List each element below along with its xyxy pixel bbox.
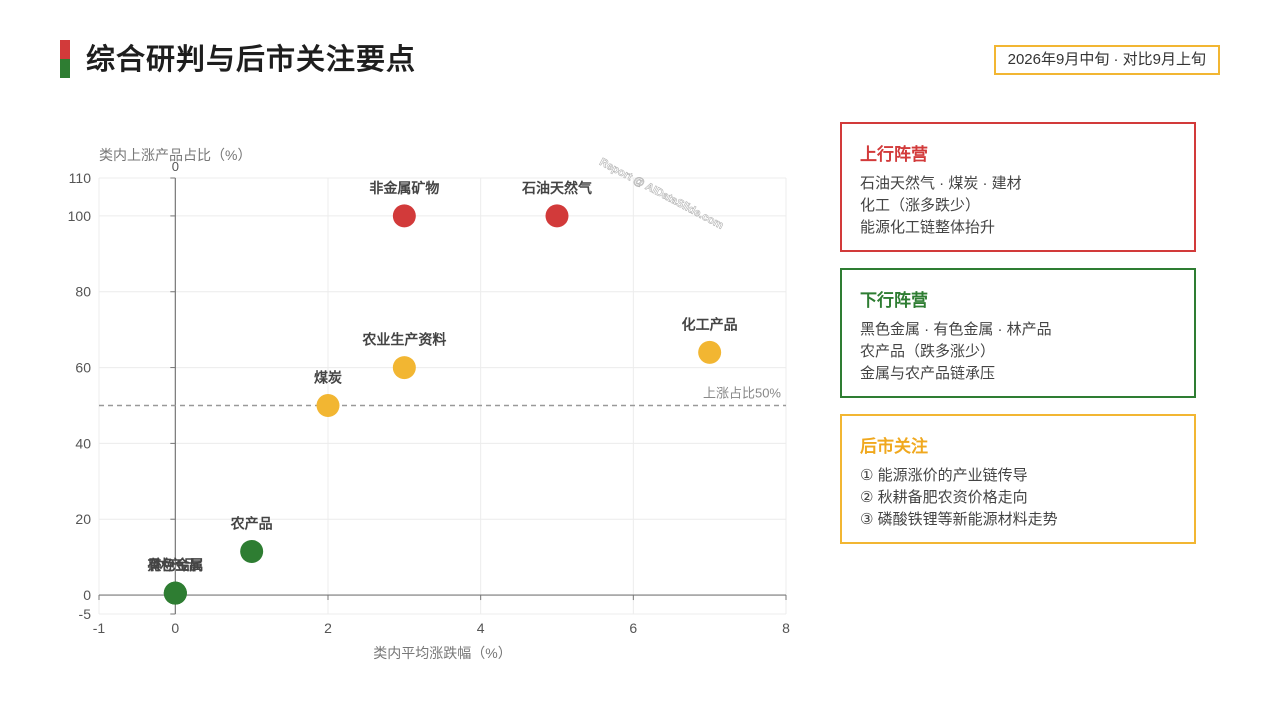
- y-tick-label: 60: [75, 360, 91, 376]
- panel-downward-line: 金属与农产品链承压: [860, 365, 996, 382]
- panel-watch-title: 后市关注: [860, 437, 928, 456]
- x-tick-label: -1: [93, 620, 106, 636]
- x-tick-label: 4: [477, 620, 485, 636]
- x-tick-label: 2: [324, 620, 332, 636]
- data-point: [163, 581, 187, 605]
- panel-watch-line: ① 能源涨价的产业链传导: [860, 467, 1028, 484]
- y-tick-label: -5: [79, 606, 92, 622]
- panel-watch-line: ③ 磷酸铁锂等新能源材料走势: [860, 511, 1058, 528]
- panel-watch-line: ② 秋耕备肥农资价格走向: [860, 489, 1028, 506]
- panel-downward-line: 农产品（跌多涨少）: [860, 343, 996, 360]
- data-point-label: 黑色金属: [147, 557, 203, 573]
- x-axis-title: 类内平均涨跌幅（%）: [373, 645, 511, 661]
- data-point: [392, 204, 416, 228]
- y-axis-title: 类内上涨产品占比（%）: [99, 147, 251, 163]
- panel-downward-line: 黑色金属 · 有色金属 · 林产品: [860, 321, 1052, 338]
- data-point-label: 农产品: [230, 515, 273, 531]
- data-point-label: 林产品: [154, 557, 196, 573]
- panel-upward-line: 石油天然气 · 煤炭 · 建材: [860, 175, 1022, 192]
- x-tick-label: 0: [171, 620, 179, 636]
- data-point-label: 化工产品: [682, 316, 738, 332]
- data-point-label: 石油天然气: [521, 180, 592, 196]
- y-tick-label: 20: [75, 511, 91, 527]
- data-point-label: 煤炭: [314, 369, 342, 385]
- data-point: [316, 393, 340, 417]
- panel-upward-title: 上行阵营: [860, 145, 928, 164]
- panel-downward: 下行阵营 黑色金属 · 有色金属 · 林产品 农产品（跌多涨少） 金属与农产品链…: [840, 268, 1196, 398]
- y-axis-top-label: 0: [172, 159, 179, 174]
- y-tick-label: 40: [75, 435, 91, 451]
- panel-watch: 后市关注 ① 能源涨价的产业链传导 ② 秋耕备肥农资价格走向 ③ 磷酸铁锂等新能…: [840, 414, 1196, 544]
- y-tick-label: 110: [69, 170, 92, 186]
- data-point: [698, 340, 722, 364]
- panel-downward-title: 下行阵营: [860, 291, 928, 310]
- data-point-label: 非金属矿物: [369, 180, 439, 196]
- data-point-label: 有色金属: [147, 557, 203, 573]
- data-point-label: 农业生产资料: [361, 332, 446, 348]
- data-point: [240, 539, 264, 563]
- page-title: 综合研判与后市关注要点: [86, 44, 417, 76]
- y-tick-label: 0: [83, 587, 91, 603]
- data-point: [392, 356, 416, 380]
- reference-line-label: 上涨占比50%: [703, 385, 781, 400]
- title-accent-bar: [60, 40, 70, 78]
- y-tick-label: 100: [68, 208, 92, 224]
- panel-upward: 上行阵营 石油天然气 · 煤炭 · 建材 化工（涨多跌少） 能源化工链整体抬升: [840, 122, 1196, 252]
- panel-upward-line: 能源化工链整体抬升: [860, 219, 996, 236]
- x-tick-label: 6: [629, 620, 637, 636]
- data-point: [545, 204, 569, 228]
- scatter-chart: -1 0 2 4 6 8-50204060801001100类内上涨产品占比（%）类内平均…: [68, 147, 790, 661]
- panel-upward-line: 化工（涨多跌少）: [860, 197, 981, 214]
- x-tick-label: 8: [782, 620, 790, 636]
- date-badge: 2026年9月中旬 · 对比9月上旬: [993, 45, 1220, 75]
- y-tick-label: 80: [75, 284, 91, 300]
